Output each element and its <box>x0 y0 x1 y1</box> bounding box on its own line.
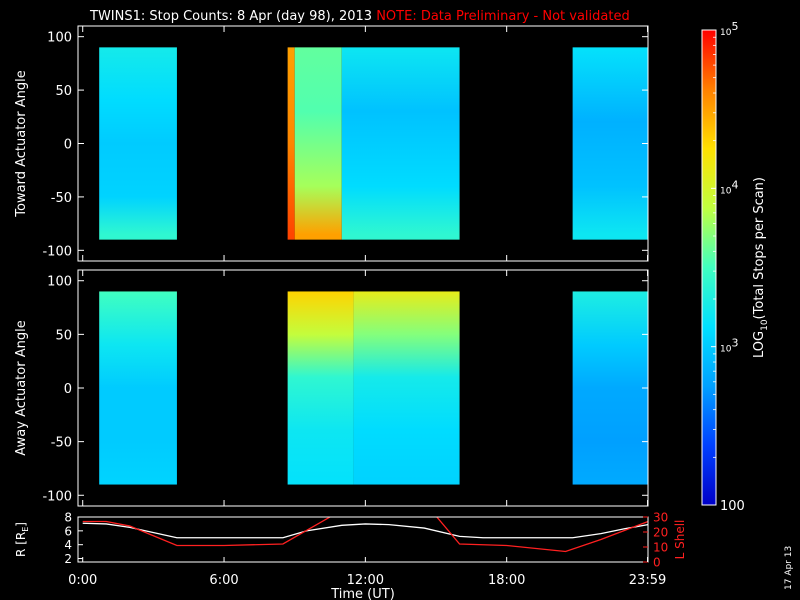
y-axis-label: Toward Actuator Angle <box>14 70 29 217</box>
colorbar-title: LOG10(Total Stops per Scan) <box>752 177 770 358</box>
y-tick-label: 0 <box>64 382 72 397</box>
y-tick-label-left: 8 <box>64 511 72 525</box>
colorbar-frame <box>701 29 717 506</box>
x-tick-label: 23:59 <box>629 573 666 588</box>
x-tick-label: 18:00 <box>488 573 525 588</box>
y-tick-label: 50 <box>55 328 72 343</box>
y-tick-label-left: 6 <box>64 524 72 538</box>
date-stamp: 17 Apr 13 <box>784 546 794 590</box>
colorbar-gradient <box>702 30 716 505</box>
y-tick-label: -100 <box>42 244 72 259</box>
y-tick-label: -50 <box>51 436 72 451</box>
heatmap-segment <box>99 291 177 485</box>
x-tick-label: 0:00 <box>68 573 97 588</box>
y-axis-label-right: L Shell <box>673 520 687 560</box>
panel-frame <box>77 516 649 563</box>
heatmap-segment <box>572 47 648 240</box>
y-tick-label-right: 10 <box>653 541 668 555</box>
x-tick-label: 12:00 <box>347 573 384 588</box>
y-tick-label-right: 0 <box>653 556 661 570</box>
radius-line <box>82 522 648 539</box>
y-tick-label-right: 20 <box>653 526 668 540</box>
figure-title: TWINS1: Stop Counts: 8 Apr (day 98), 201… <box>89 9 630 24</box>
y-tick-label: 50 <box>55 84 72 99</box>
heatmap-segment <box>287 47 295 240</box>
colorbar-tick-label: 104 <box>720 178 738 196</box>
y-tick-label: -100 <box>42 489 72 504</box>
toward-angle-panel: 100 50 0 -50 -100 Toward Actuator Angle <box>14 25 649 262</box>
heatmap-segment <box>572 291 648 485</box>
y-axis-label: Away Actuator Angle <box>14 320 29 455</box>
colorbar-tick-label: 100 <box>720 499 745 514</box>
lshell-line <box>82 517 648 553</box>
y-tick-label-right: 30 <box>653 511 668 525</box>
y-tick-label: 100 <box>47 31 72 46</box>
y-tick-label: -50 <box>51 191 72 206</box>
heatmap-segment <box>287 291 354 485</box>
heatmap-segment <box>99 47 177 240</box>
y-tick-label: 100 <box>47 275 72 290</box>
x-axis-label: Time (UT) <box>330 587 395 600</box>
heatmap-segment <box>294 47 342 240</box>
colorbar: 105 104 103 100 LOG10(Total Stops per Scan) <box>701 20 770 514</box>
y-tick-label-left: 2 <box>64 552 72 566</box>
x-tick-label: 6:00 <box>209 573 238 588</box>
heatmap-segment <box>353 291 460 485</box>
heatmap-segment <box>341 47 460 240</box>
y-tick-label-left: 4 <box>64 538 72 552</box>
y-axis-label-left: R [RE] <box>14 522 30 557</box>
colorbar-tick-label: 105 <box>720 20 738 38</box>
away-angle-panel: 100 50 0 -50 -100 Away Actuator Angle <box>14 269 649 507</box>
colorbar-tick-label: 103 <box>720 337 738 355</box>
header: TWINS1: Stop Counts: 8 Apr (day 98), 201… <box>89 9 794 590</box>
y-tick-label: 0 <box>64 138 72 153</box>
